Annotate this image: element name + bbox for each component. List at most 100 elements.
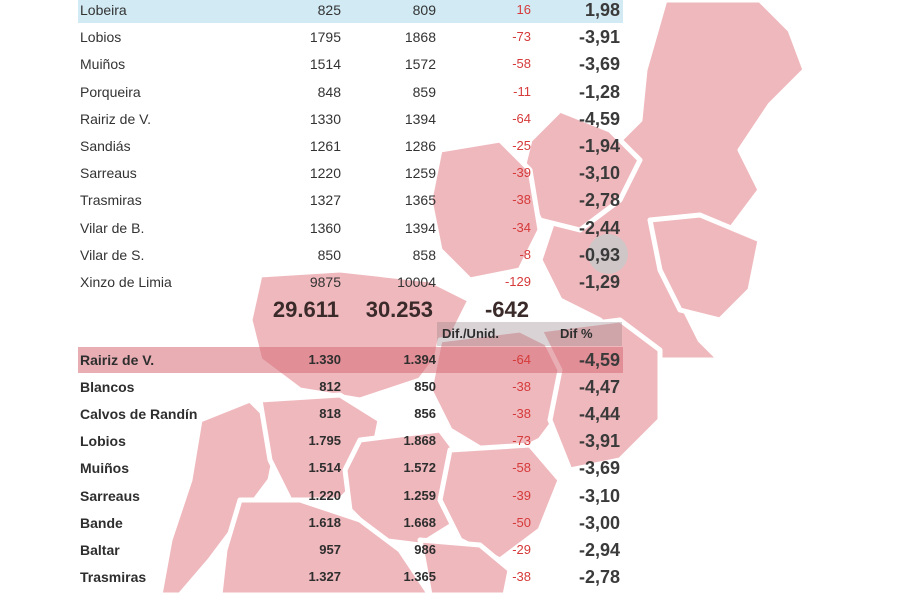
difference-percent: -3,00 (578, 512, 620, 533)
value-2: 1.668 (403, 514, 436, 530)
municipality-name: Trasmiras (80, 192, 142, 209)
value-1: 1.618 (308, 514, 341, 530)
difference: 16 (516, 2, 531, 17)
value-1: 1.220 (308, 487, 341, 503)
value-2: 859 (412, 83, 436, 100)
difference: -58 (512, 56, 531, 72)
municipality-name: Muiños (80, 460, 129, 477)
difference: -64 (512, 352, 531, 367)
table-row: Muiños 1514 1572 -58 -3,69 (78, 51, 623, 77)
value-1: 1327 (309, 192, 341, 209)
difference: -58 (512, 460, 531, 476)
value-2: 1259 (404, 165, 436, 182)
difference: -64 (512, 110, 531, 126)
map-district (417, 537, 513, 595)
map-district (217, 497, 433, 595)
table-row: Porqueira 848 859 -11 -1,28 (78, 79, 623, 105)
difference-percent: -3,69 (578, 458, 620, 479)
total-value-1: 29.611 (272, 297, 339, 322)
difference-percent: -0,93 (578, 244, 620, 265)
difference: -11 (513, 83, 531, 99)
value-1: 957 (319, 541, 341, 557)
municipality-name: Porqueira (80, 83, 141, 100)
value-2: 10004 (397, 274, 436, 290)
municipality-name: Lobios (80, 29, 122, 46)
municipality-name: Trasmiras (80, 568, 147, 585)
map-district (427, 137, 543, 283)
difference: -38 (512, 406, 531, 422)
value-1: 848 (317, 83, 341, 100)
value-1: 1261 (309, 138, 341, 154)
difference-percent: -4,59 (578, 350, 620, 370)
header-difference-percent: Dif % (560, 326, 593, 341)
table-row: Lobios 1795 1868 -73 -3,91 (78, 24, 623, 50)
total-difference: -642 (484, 297, 529, 322)
difference: -39 (512, 487, 531, 503)
value-2: 1572 (404, 56, 436, 73)
difference-percent: 1,98 (584, 0, 620, 20)
table-row: Calvos de Randín 818 856 -38 -4,44 (78, 401, 623, 427)
table-row: Lobios 1.795 1.868 -73 -3,91 (78, 428, 623, 454)
table-row: Trasmiras 1.327 1.365 -38 -2,78 (78, 564, 623, 590)
value-2: 858 (412, 246, 436, 263)
value-2: 856 (414, 406, 436, 422)
difference: -29 (512, 541, 531, 557)
municipality-name: Bande (80, 514, 123, 531)
difference: -38 (512, 379, 531, 395)
table-row: Rairiz de V. 1330 1394 -64 -4,59 (78, 106, 623, 132)
difference-percent: -2,94 (578, 539, 620, 560)
difference: -34 (512, 219, 531, 235)
difference-percent: -3,91 (578, 431, 620, 452)
value-2: 1.868 (403, 433, 436, 449)
value-1: 1.327 (308, 568, 341, 584)
column-header-bar (437, 322, 622, 346)
difference-percent: -3,10 (578, 163, 620, 184)
map-district (517, 107, 643, 233)
value-2: 1286 (404, 138, 436, 154)
municipality-name: Baltar (80, 541, 120, 558)
municipality-name: Calvos de Randín (80, 406, 198, 423)
difference-percent: -1,29 (578, 272, 620, 292)
municipality-name: Vilar de S. (80, 246, 145, 263)
difference: -38 (512, 192, 531, 208)
municipality-name: Xinzo de Limia (80, 274, 172, 290)
value-1: 1514 (309, 56, 341, 73)
table-row: Vilar de B. 1360 1394 -34 -2,44 (78, 215, 623, 241)
value-2: 1394 (404, 110, 436, 127)
municipality-name: Sarreaus (80, 487, 140, 504)
difference-percent: -1,94 (578, 136, 620, 156)
value-1: 1.514 (308, 460, 341, 476)
value-1: 1.795 (308, 433, 341, 449)
value-1: 1360 (309, 219, 341, 236)
difference: -129 (504, 274, 531, 289)
value-1: 850 (317, 246, 341, 263)
value-1: 9875 (309, 274, 341, 290)
difference: -25 (512, 138, 531, 153)
municipality-name: Lobeira (80, 2, 127, 18)
value-1: 812 (319, 379, 341, 395)
difference: -73 (512, 433, 531, 449)
table-row: Baltar 957 986 -29 -2,94 (78, 537, 623, 563)
difference-percent: -4,47 (578, 377, 620, 398)
value-2: 1.572 (403, 460, 436, 476)
difference-percent: -1,28 (578, 81, 620, 102)
difference-percent: -2,44 (578, 217, 620, 238)
value-1: 1.330 (308, 352, 341, 367)
difference-percent: -4,44 (578, 404, 620, 425)
value-1: 1795 (309, 29, 341, 46)
difference: -39 (512, 165, 531, 181)
table-row: Trasmiras 1327 1365 -38 -2,78 (78, 187, 623, 213)
difference-percent: -2,78 (578, 190, 620, 211)
difference-percent: -4,59 (578, 108, 620, 129)
municipality-name: Vilar de B. (80, 219, 145, 236)
difference: -8 (519, 246, 531, 262)
map-district (647, 212, 763, 323)
value-2: 986 (414, 541, 436, 557)
table-row: Muiños 1.514 1.572 -58 -3,69 (78, 455, 623, 481)
map-district (437, 442, 563, 563)
table-row: Vilar de S. 850 858 -8 -0,93 (78, 242, 623, 268)
header-difference-units: Dif./Unid. (442, 326, 500, 341)
value-2: 850 (414, 379, 436, 395)
difference-percent: -3,91 (578, 27, 620, 48)
table-row: Sandiás 1261 1286 -25 -1,94 (78, 133, 623, 159)
